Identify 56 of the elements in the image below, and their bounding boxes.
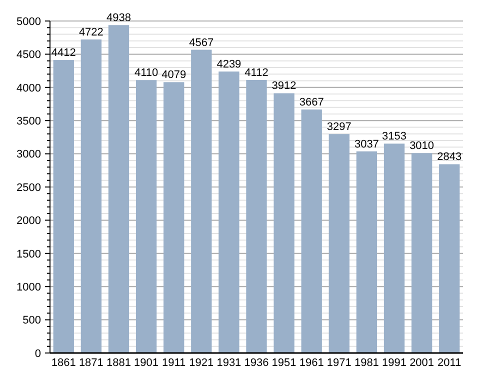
x-tick-label: 1951: [272, 357, 296, 369]
data-label: 4567: [189, 36, 214, 49]
x-tick-label: 1871: [78, 357, 104, 369]
bar: [328, 134, 350, 353]
y-tick-label: 0: [34, 348, 41, 360]
bar: [136, 80, 157, 353]
y-tick-label: 2000: [16, 215, 41, 228]
x-tick-label: 1861: [51, 357, 76, 369]
data-label: 4112: [244, 66, 268, 79]
x-tick-label: 1881: [106, 357, 131, 369]
x-tick-label: 1961: [299, 357, 324, 369]
y-tick-label: 1000: [16, 281, 41, 294]
data-label: 3297: [326, 121, 352, 134]
y-tick-label: 2500: [16, 182, 41, 194]
data-label: 4110: [134, 67, 158, 80]
x-tick-label: 1931: [216, 357, 242, 369]
x-tick-label: 1911: [162, 357, 186, 369]
x-tick-label: 2011: [438, 357, 462, 369]
bar: [108, 25, 130, 353]
bar: [53, 60, 74, 353]
data-label: 4722: [78, 26, 104, 38]
bar: [384, 144, 405, 353]
bar: [191, 50, 212, 353]
bar: [411, 153, 432, 353]
data-label: 4079: [162, 69, 186, 82]
x-tick-label: 2001: [410, 357, 434, 369]
x-tick-label: 1901: [134, 357, 159, 369]
bar: [356, 151, 378, 353]
bar: [218, 72, 240, 353]
x-tick-label: 1971: [326, 357, 352, 369]
bar: [439, 164, 460, 353]
y-tick-label: 500: [22, 314, 41, 327]
data-label: 3667: [299, 96, 324, 109]
x-tick-label: 1981: [354, 357, 379, 369]
y-tick-label: 4000: [16, 82, 41, 94]
x-tick-label: 1991: [382, 357, 406, 369]
y-tick-label: 5000: [16, 16, 41, 28]
bar: [164, 82, 184, 353]
data-label: 3153: [382, 130, 406, 143]
x-tick-label: 1921: [189, 357, 214, 369]
data-label: 4938: [106, 12, 131, 24]
y-tick-label: 3500: [16, 115, 41, 128]
data-label: 4239: [216, 58, 242, 71]
data-label: 2843: [437, 151, 462, 164]
bar: [301, 110, 322, 353]
data-label: 3912: [272, 80, 296, 92]
bar: [246, 80, 267, 353]
y-tick-label: 3000: [16, 148, 41, 161]
data-label: 3037: [354, 138, 379, 150]
y-tick-label: 1500: [16, 248, 41, 260]
x-tick-label: 1936: [244, 357, 269, 369]
bar: [274, 93, 294, 353]
data-label: 3010: [410, 140, 434, 152]
bar: [80, 39, 102, 353]
data-label: 4412: [51, 47, 76, 60]
y-tick-label: 4500: [16, 49, 41, 62]
